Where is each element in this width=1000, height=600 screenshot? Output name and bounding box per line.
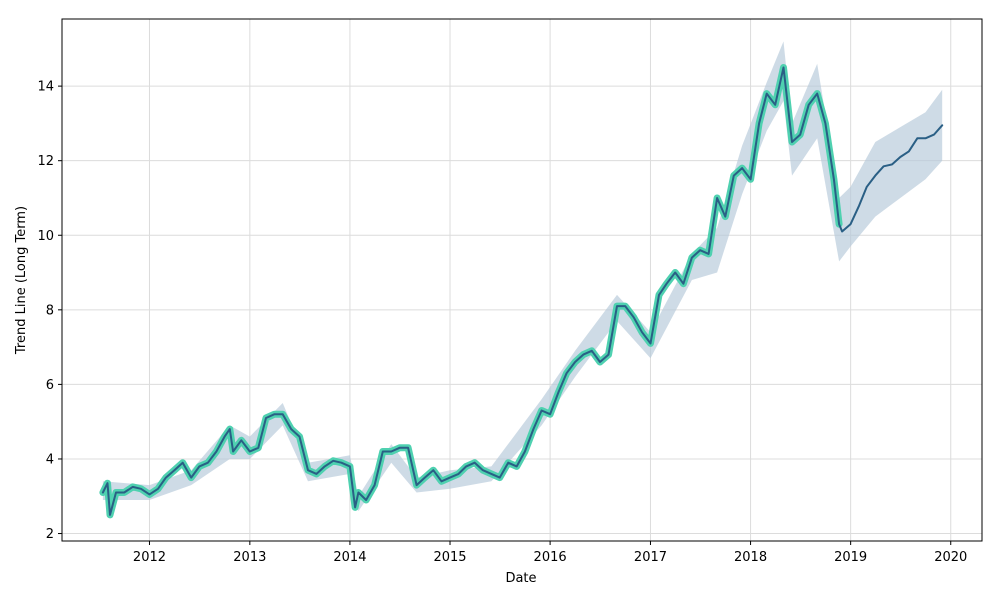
y-tick-label: 12 [37,154,54,169]
y-tick-label: 14 [37,80,54,95]
y-axis-label: Trend Line (Long Term) [14,206,29,355]
x-tick-label: 2012 [133,550,166,565]
axes [61,18,983,542]
y-tick-label: 8 [46,303,54,318]
y-axis-ticks: 2 4 6 8 10 12 14 [37,80,62,542]
plot-frame [61,18,983,542]
x-axis-label: Date [505,571,536,586]
x-axis-ticks: 2012 2013 2014 2015 2016 2017 2018 2019 2020 [133,541,967,565]
trend-series [101,66,944,516]
trend-line [101,66,944,516]
x-tick-label: 2016 [534,550,567,565]
y-tick-label: 2 [46,527,54,542]
x-tick-label: 2020 [934,550,967,565]
y-tick-label: 6 [46,378,54,393]
x-tick-label: 2013 [233,550,266,565]
y-tick-label: 4 [46,452,54,467]
x-tick-label: 2019 [834,550,867,565]
x-tick-label: 2018 [734,550,767,565]
x-tick-label: 2017 [634,550,667,565]
x-tick-label: 2014 [333,550,366,565]
y-tick-label: 10 [37,229,54,244]
x-tick-label: 2015 [433,550,466,565]
